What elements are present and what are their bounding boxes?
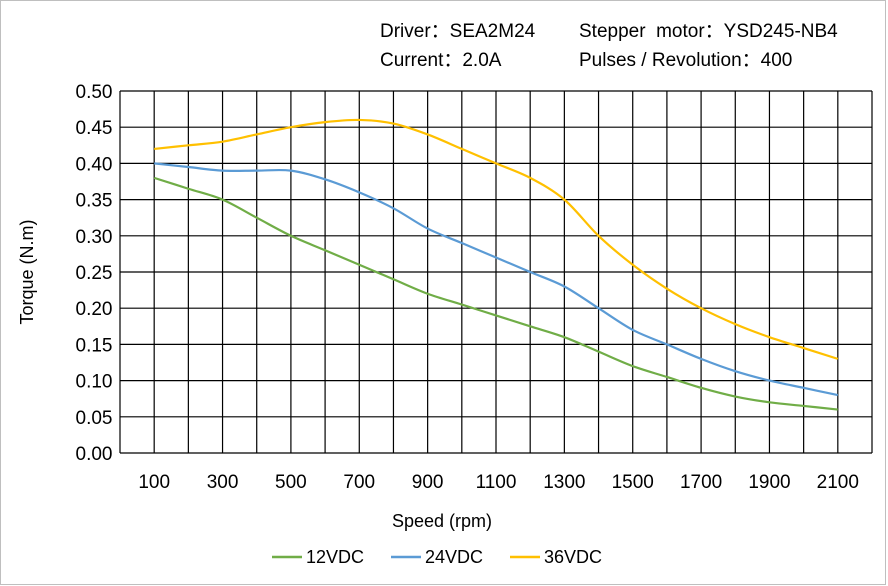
x-tick-label: 300 bbox=[207, 472, 239, 493]
y-tick-label: 0.50 bbox=[76, 82, 113, 103]
x-tick-label: 2100 bbox=[817, 472, 859, 493]
y-axis-label: Torque (N.m) bbox=[17, 219, 37, 324]
y-tick-label: 0.00 bbox=[76, 444, 113, 465]
driver-label: Driver：SEA2M24 bbox=[380, 21, 536, 42]
x-tick-label: 900 bbox=[412, 472, 444, 493]
y-tick-label: 0.40 bbox=[76, 154, 113, 175]
series-line-36vdc bbox=[154, 118, 839, 360]
motor-label: Stepper motor：YSD245-NB4 bbox=[579, 21, 838, 42]
pulses-label: Pulses / Revolution：400 bbox=[579, 50, 793, 71]
x-tick-label: 500 bbox=[275, 472, 307, 493]
x-tick-label: 1100 bbox=[476, 472, 517, 493]
y-tick-label: 0.05 bbox=[76, 408, 113, 429]
legend-label-12vdc: 12VDC bbox=[306, 547, 364, 567]
x-tick-label: 1300 bbox=[543, 472, 585, 493]
y-tick-label: 0.30 bbox=[76, 227, 113, 248]
current-label: Current：2.0A bbox=[380, 50, 502, 71]
y-tick-label: 0.25 bbox=[76, 263, 113, 284]
y-tick-label: 0.10 bbox=[76, 372, 113, 393]
y-tick-label: 0.20 bbox=[76, 299, 113, 320]
x-axis-label: Speed (rpm) bbox=[392, 511, 492, 531]
x-tick-label: 1700 bbox=[680, 472, 722, 493]
y-tick-label: 0.15 bbox=[76, 335, 113, 356]
y-tick-label: 0.35 bbox=[76, 191, 113, 212]
x-tick-label: 1500 bbox=[612, 472, 654, 493]
legend-label-36vdc: 36VDC bbox=[544, 547, 602, 567]
x-tick-label: 100 bbox=[138, 472, 170, 493]
series-line-12vdc bbox=[153, 176, 838, 411]
series-line-24vdc bbox=[154, 162, 839, 397]
x-tick-label: 1900 bbox=[748, 472, 790, 493]
y-tick-label: 0.45 bbox=[76, 118, 113, 139]
legend-label-24vdc: 24VDC bbox=[425, 547, 483, 567]
x-tick-label: 700 bbox=[343, 472, 375, 493]
